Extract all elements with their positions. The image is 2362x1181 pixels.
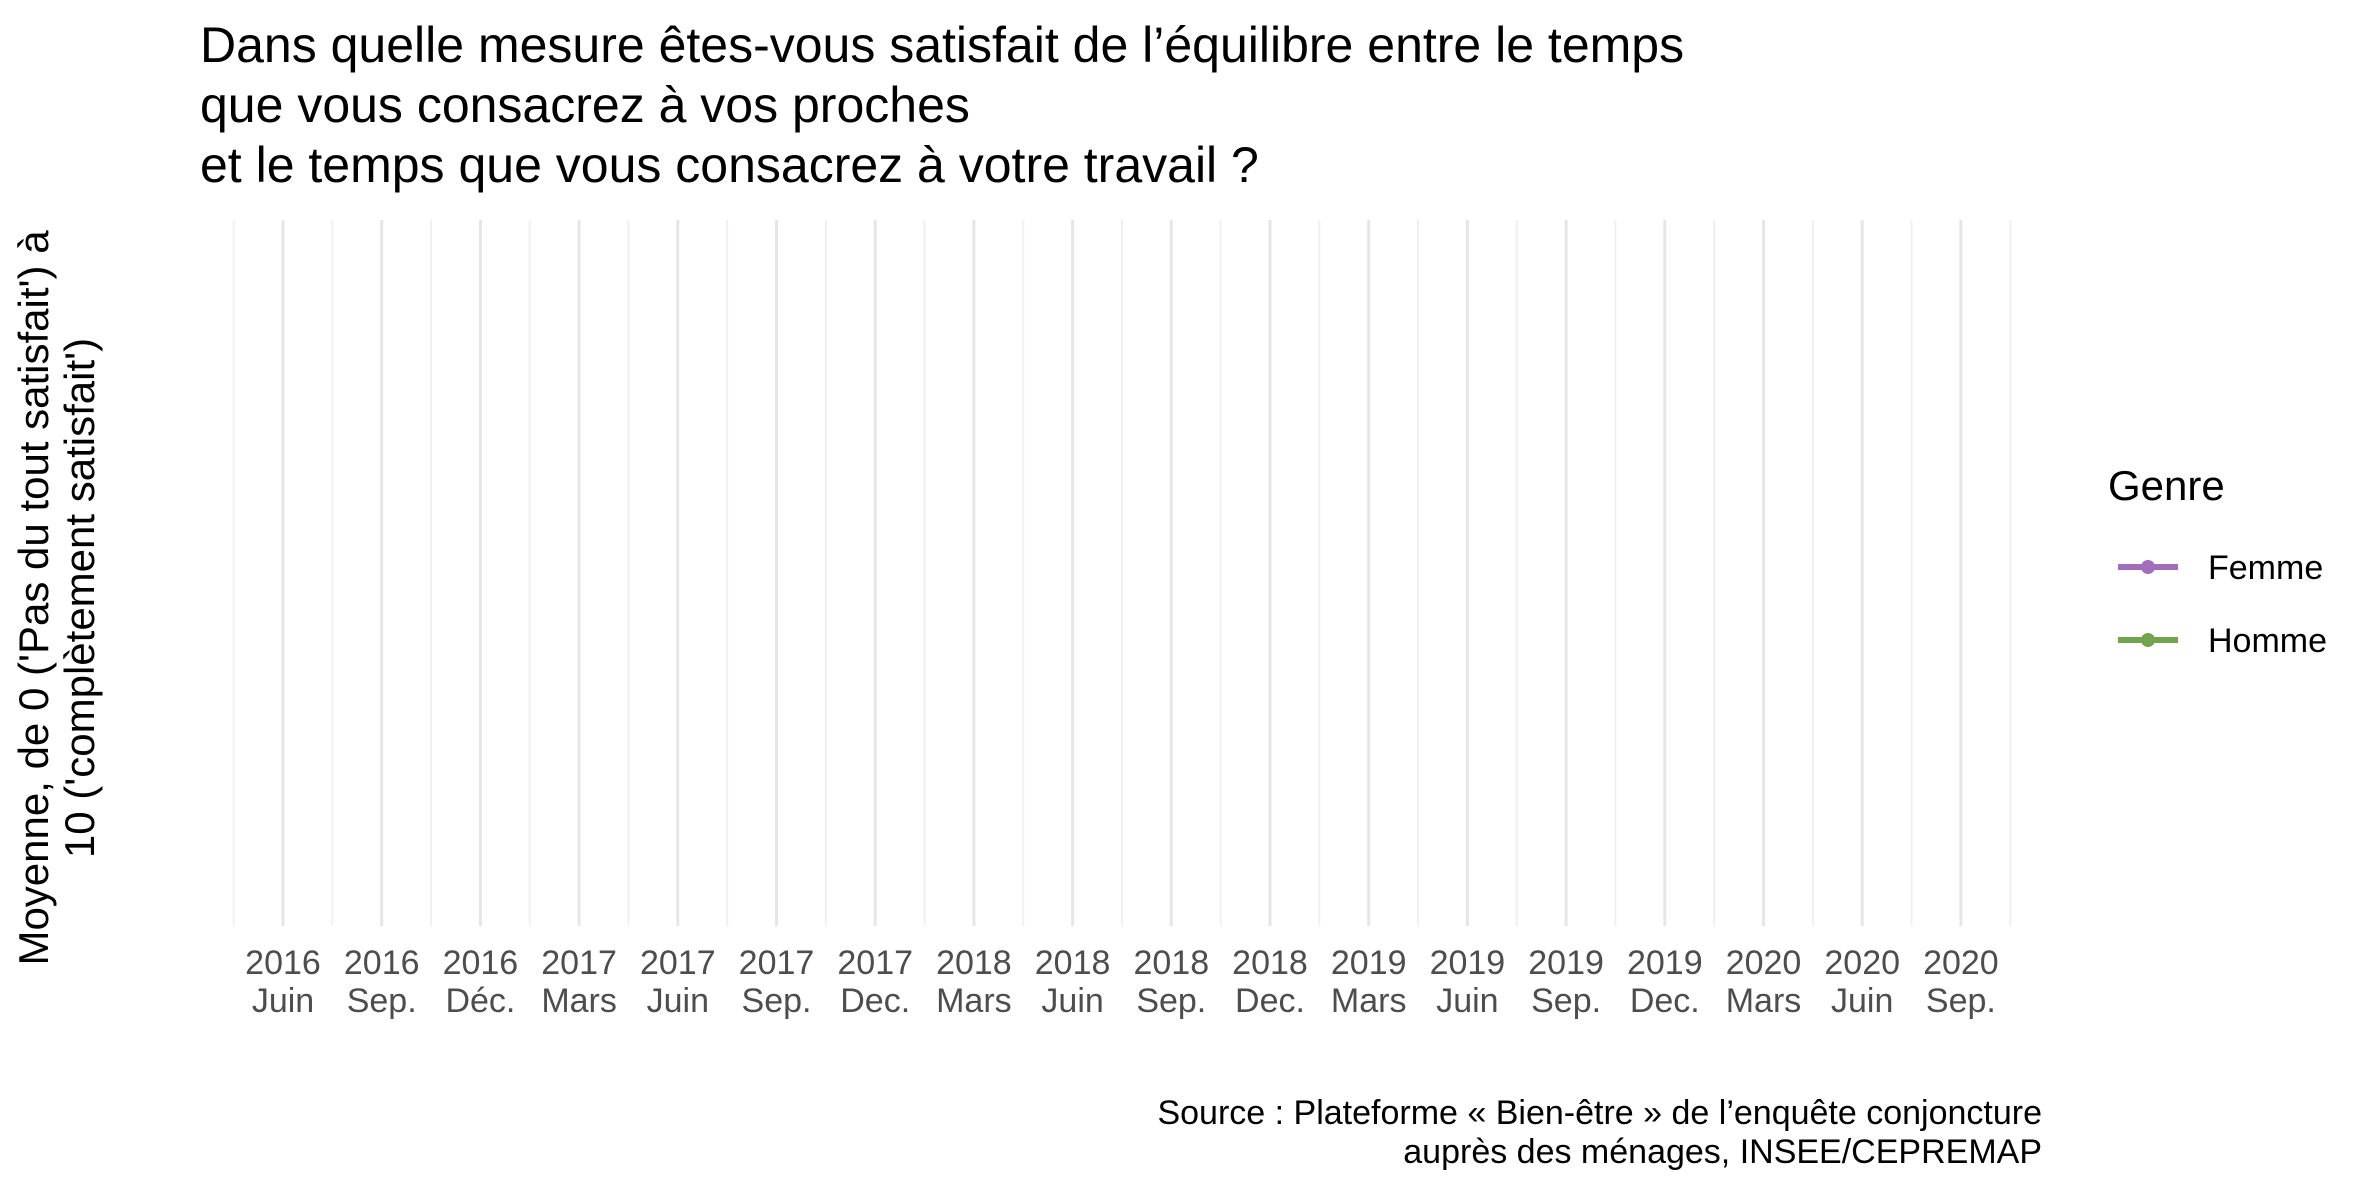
x-tick-label-month: Sep. [1531,982,1601,1020]
x-tick-label-month: Sep. [1926,982,1996,1020]
source-line-2: auprès des ménages, INSEE/CEPREMAP [1403,1133,2042,1171]
x-tick-label-month: Sep. [742,982,812,1020]
chart-title-line-3: et le temps que vous consacrez à votre t… [200,137,1259,193]
x-tick-label-month: Dec. [840,982,910,1020]
x-axis-ticks: 2016Juin2016Sep.2016Déc.2017Mars2017Juin… [245,944,1999,1020]
x-tick-label-month: Juin [647,982,709,1020]
source-line-1: Source : Plateforme « Bien-être » de l’e… [1157,1094,2042,1132]
x-tick-label-year: 2020 [1824,944,1900,982]
y-axis-title-line-2: 10 ('complètement satisfait') [56,338,103,858]
x-tick-label-month: Dec. [1235,982,1305,1020]
x-tick-label-month: Dec. [1630,982,1700,1020]
x-tick-label-year: 2020 [1923,944,1999,982]
x-tick-label-month: Sep. [347,982,417,1020]
x-tick-label-month: Juin [1436,982,1498,1020]
y-axis-title-line-1: Moyenne, de 0 ('Pas du tout satisfait') … [10,230,57,966]
x-tick-label-month: Sep. [1136,982,1206,1020]
x-tick-label-year: 2016 [344,944,420,982]
x-tick-label-month: Juin [1831,982,1893,1020]
x-tick-label-year: 2017 [640,944,716,982]
x-tick-label-year: 2016 [443,944,519,982]
x-tick-label-year: 2019 [1528,944,1604,982]
legend: Genre Femme Homme [2108,462,2327,660]
x-tick-label-year: 2019 [1627,944,1703,982]
x-tick-label-month: Juin [252,982,314,1020]
x-tick-label-year: 2018 [1133,944,1209,982]
legend-label-homme: Homme [2208,622,2327,660]
source-caption: Source : Plateforme « Bien-être » de l’e… [1157,1094,2042,1171]
y-axis-title: Moyenne, de 0 ('Pas du tout satisfait') … [10,230,103,966]
x-tick-label-year: 2018 [1232,944,1308,982]
x-tick-label-year: 2017 [739,944,815,982]
x-tick-label-year: 2016 [245,944,321,982]
chart-title-line-2: que vous consacrez à vos proches [200,77,970,133]
legend-marker-femme [2141,560,2155,574]
legend-title: Genre [2108,462,2225,509]
grid [232,220,2012,926]
x-tick-label-month: Juin [1041,982,1103,1020]
x-tick-label-month: Mars [1726,982,1802,1020]
legend-marker-homme [2141,633,2155,647]
x-tick-label-month: Mars [541,982,617,1020]
x-tick-label-month: Mars [1331,982,1407,1020]
x-tick-label-year: 2018 [936,944,1012,982]
x-tick-label-year: 2017 [541,944,617,982]
chart-title: Dans quelle mesure êtes-vous satisfait d… [200,17,1684,193]
x-tick-label-year: 2019 [1430,944,1506,982]
chart-title-line-1: Dans quelle mesure êtes-vous satisfait d… [200,17,1684,73]
x-tick-label-year: 2017 [837,944,913,982]
x-tick-label-month: Déc. [445,982,515,1020]
x-tick-label-month: Mars [936,982,1012,1020]
x-tick-label-year: 2020 [1726,944,1802,982]
x-tick-label-year: 2019 [1331,944,1407,982]
x-tick-label-year: 2018 [1035,944,1111,982]
legend-label-femme: Femme [2208,549,2323,587]
